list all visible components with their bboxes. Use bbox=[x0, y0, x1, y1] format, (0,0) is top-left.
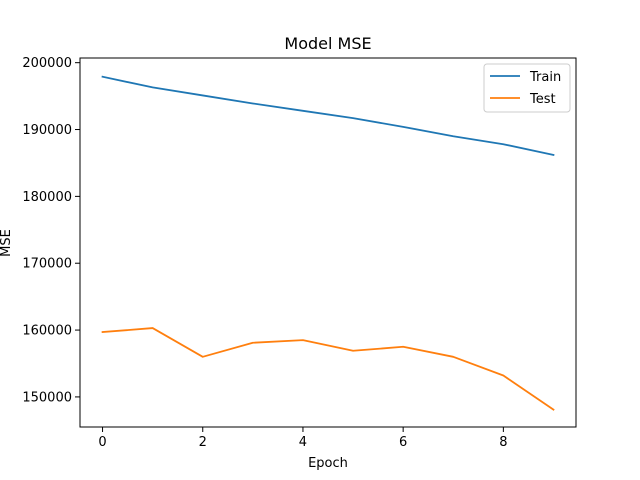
y-ticks: 150000 160000 170000 180000 190000 200000 bbox=[22, 56, 80, 405]
y-tick-label: 160000 bbox=[22, 324, 72, 339]
chart-title: Model MSE bbox=[284, 34, 371, 53]
y-tick-label: 150000 bbox=[22, 390, 72, 405]
y-tick-label: 170000 bbox=[22, 257, 72, 272]
series-layer bbox=[101, 75, 555, 411]
plot-frame bbox=[79, 57, 577, 428]
x-tick-label: 2 bbox=[199, 435, 207, 450]
y-tick-label: 180000 bbox=[22, 190, 72, 205]
x-ticks: 0 2 4 6 8 bbox=[98, 427, 507, 450]
x-tick-label: 0 bbox=[98, 435, 106, 450]
x-axis: 0 2 4 6 8 Epoch bbox=[98, 427, 507, 471]
x-tick-label: 4 bbox=[299, 435, 307, 450]
y-tick-label: 200000 bbox=[22, 56, 72, 71]
y-tick-label: 190000 bbox=[22, 123, 72, 138]
series-line-test bbox=[101, 327, 555, 411]
x-tick-label: 8 bbox=[499, 435, 507, 450]
y-axis: 150000 160000 170000 180000 190000 200000 MSE bbox=[0, 56, 80, 405]
x-axis-label: Epoch bbox=[308, 456, 348, 471]
legend-label-train: Train bbox=[529, 70, 561, 85]
series-line-train bbox=[101, 75, 555, 156]
legend-label-test: Test bbox=[529, 92, 556, 107]
x-tick-label: 6 bbox=[399, 435, 407, 450]
legend: Train Test bbox=[483, 63, 571, 113]
y-axis-label: MSE bbox=[0, 229, 14, 257]
